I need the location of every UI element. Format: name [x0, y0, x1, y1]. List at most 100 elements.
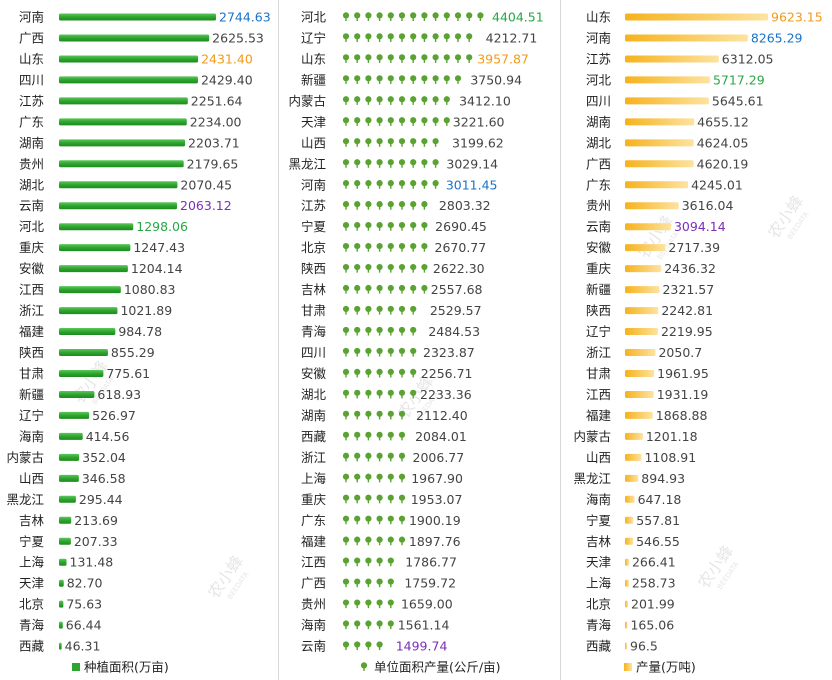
category-label: 陕西: [301, 261, 326, 276]
tree-icon: [365, 620, 372, 630]
data-bar: [59, 286, 121, 294]
tree-icon: [342, 368, 350, 378]
data-bar: [625, 642, 627, 650]
data-bar: [625, 432, 643, 440]
tree-icon: [398, 284, 406, 294]
tree-icon: [365, 473, 372, 483]
tree-icon: [354, 389, 361, 399]
value-label: 4404.51: [492, 10, 544, 25]
tree-icon: [354, 578, 361, 588]
value-label: 894.93: [641, 471, 685, 486]
value-label: 557.81: [636, 513, 680, 528]
tree-icon: [354, 452, 361, 462]
value-label: 1080.83: [124, 282, 176, 297]
tree-icon: [342, 599, 350, 609]
value-label: 1786.77: [405, 555, 457, 570]
panel-divider: [560, 0, 561, 680]
tree-icon: [354, 96, 361, 105]
pictogram-bar: [342, 557, 394, 567]
pictogram-bar: [342, 326, 417, 336]
data-bar: [625, 13, 768, 21]
value-label: 775.61: [106, 366, 150, 381]
tree-icon: [398, 431, 406, 441]
category-label: 天津: [19, 576, 44, 591]
tree-icon: [365, 222, 372, 231]
category-label: 海南: [301, 618, 326, 633]
tree-icon: [342, 33, 350, 42]
tree-icon: [354, 599, 361, 609]
tree-icon: [365, 117, 372, 126]
data-bar: [59, 642, 62, 650]
tree-icon: [432, 75, 439, 84]
category-label: 河北: [301, 10, 327, 25]
category-label: 甘肃: [586, 366, 611, 381]
category-label: 甘肃: [19, 366, 44, 381]
category-label: 河南: [586, 30, 611, 45]
tree-icon: [376, 75, 383, 84]
data-bar: [625, 495, 635, 503]
tree-icon: [354, 305, 361, 315]
tree-icon: [410, 54, 417, 63]
pictogram-bar: [342, 452, 406, 462]
data-bar: [625, 516, 634, 524]
tree-icon: [365, 326, 372, 336]
value-label: 1961.95: [657, 366, 709, 381]
value-label: 3616.04: [682, 198, 734, 213]
value-label: 9623.15: [771, 10, 823, 25]
data-bar: [59, 390, 95, 398]
value-label: 295.44: [79, 492, 123, 507]
category-label: 湖南: [301, 408, 326, 423]
value-label: 618.93: [97, 387, 141, 402]
tree-icon: [376, 159, 383, 168]
tree-icon: [354, 410, 361, 420]
tree-icon: [398, 96, 406, 105]
tree-icon: [410, 368, 417, 378]
tree-icon: [398, 452, 406, 462]
value-label: 2429.40: [201, 72, 253, 87]
category-label: 广东: [586, 177, 611, 192]
category-label: 安徽: [301, 366, 327, 381]
value-label: 258.73: [632, 576, 676, 591]
category-label: 湖南: [19, 135, 44, 150]
tree-icon: [387, 578, 394, 588]
value-label: 1953.07: [411, 492, 463, 507]
tree-icon: [376, 138, 383, 147]
tree-icon: [354, 201, 361, 210]
tree-icon: [387, 410, 394, 420]
tree-icon: [365, 305, 372, 315]
value-label: 96.5: [630, 639, 658, 654]
data-bar: [625, 97, 709, 105]
data-bar: [59, 265, 128, 273]
tree-icon: [432, 33, 439, 42]
category-label: 广西: [301, 576, 326, 591]
category-label: 湖南: [586, 114, 611, 129]
tree-icon: [342, 641, 350, 651]
category-label: 广东: [19, 114, 44, 129]
data-bar: [59, 13, 216, 21]
tree-icon: [342, 578, 350, 588]
tree-icon: [466, 33, 473, 42]
data-bar: [625, 600, 629, 608]
category-label: 甘肃: [301, 303, 326, 318]
tree-icon: [342, 242, 350, 252]
data-bar: [625, 223, 671, 231]
pictogram-bar: [342, 284, 428, 294]
tree-icon: [342, 620, 350, 630]
tree-icon: [376, 431, 383, 441]
category-label: 吉林: [19, 513, 45, 528]
value-label: 8265.29: [751, 30, 803, 45]
tree-icon: [342, 347, 350, 357]
tree-icon: [443, 12, 450, 21]
value-label: 414.56: [86, 429, 130, 444]
tree-icon: [432, 117, 439, 126]
tree-icon: [365, 389, 372, 399]
value-label: 2744.63: [219, 10, 271, 25]
category-label: 新疆: [301, 72, 326, 87]
tree-icon: [410, 305, 417, 315]
tree-icon: [376, 347, 383, 357]
tree-icon: [387, 494, 394, 504]
category-label: 海南: [19, 429, 44, 444]
category-label: 湖北: [19, 177, 45, 192]
tree-icon: [342, 117, 350, 126]
tree-icon: [376, 201, 383, 210]
